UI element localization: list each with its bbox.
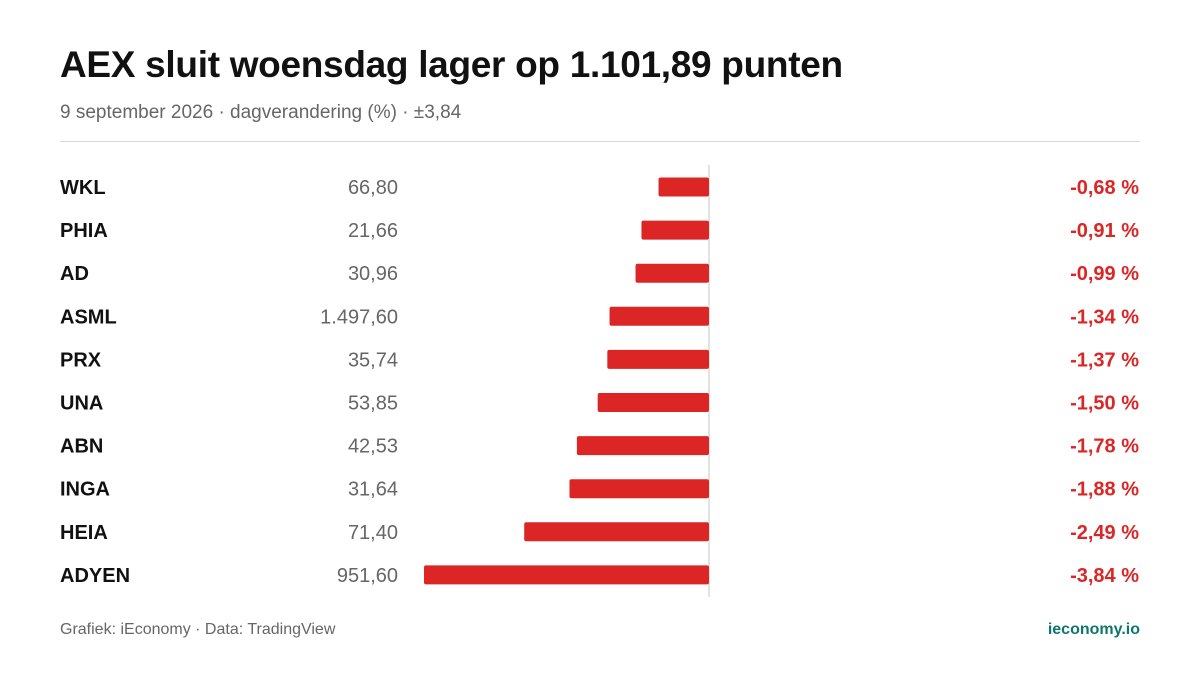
- bar-phia: [641, 220, 709, 240]
- bar-heia: [524, 522, 709, 542]
- value-label: -1,88 %: [1070, 479, 1139, 501]
- price-label: 71,40: [348, 522, 398, 544]
- ticker-label: WKL: [60, 177, 106, 199]
- ticker-label: UNA: [60, 393, 103, 415]
- header-divider: [60, 141, 1140, 142]
- price-label: 35,74: [348, 349, 398, 371]
- bar-asml: [609, 306, 709, 326]
- bar-abn: [576, 436, 709, 456]
- bar-adyen: [424, 565, 709, 585]
- price-label: 1.497,60: [320, 306, 398, 328]
- page-title: AEX sluit woensdag lager op 1.101,89 pun…: [60, 44, 843, 85]
- value-label: -0,68 %: [1070, 177, 1139, 199]
- source-credit: Grafiek: iEconomy · Data: TradingView: [60, 621, 336, 638]
- value-label: -0,91 %: [1070, 220, 1139, 242]
- value-label: -1,34 %: [1070, 306, 1139, 328]
- value-label: -1,50 %: [1070, 393, 1139, 415]
- ticker-label: HEIA: [60, 522, 108, 544]
- price-label: 53,85: [348, 393, 398, 415]
- page-subtitle: 9 september 2026 · dagverandering (%) · …: [60, 102, 462, 123]
- price-label: 66,80: [348, 177, 398, 199]
- bar-una: [597, 393, 709, 412]
- price-label: 21,66: [348, 220, 398, 242]
- price-label: 30,96: [348, 263, 398, 285]
- value-label: -3,84 %: [1070, 565, 1139, 587]
- value-label: -2,49 %: [1070, 522, 1139, 544]
- price-label: 42,53: [348, 436, 398, 458]
- bar-inga: [569, 479, 709, 499]
- ticker-label: PRX: [60, 349, 102, 371]
- ticker-label: PHIA: [60, 220, 108, 242]
- ticker-label: ADYEN: [60, 565, 130, 587]
- ticker-label: ASML: [60, 306, 117, 328]
- ticker-label: ABN: [60, 436, 103, 458]
- price-label: 951,60: [337, 565, 398, 587]
- value-label: -1,78 %: [1070, 436, 1139, 458]
- brand-link[interactable]: ieconomy.io: [1047, 621, 1140, 638]
- price-label: 31,64: [348, 479, 398, 501]
- bar-ad: [635, 263, 709, 283]
- value-label: -0,99 %: [1070, 263, 1139, 285]
- bar-wkl: [658, 177, 709, 197]
- bar-prx: [607, 349, 709, 369]
- ticker-label: AD: [60, 263, 89, 285]
- ticker-label: INGA: [60, 479, 110, 501]
- value-label: -1,37 %: [1070, 349, 1139, 371]
